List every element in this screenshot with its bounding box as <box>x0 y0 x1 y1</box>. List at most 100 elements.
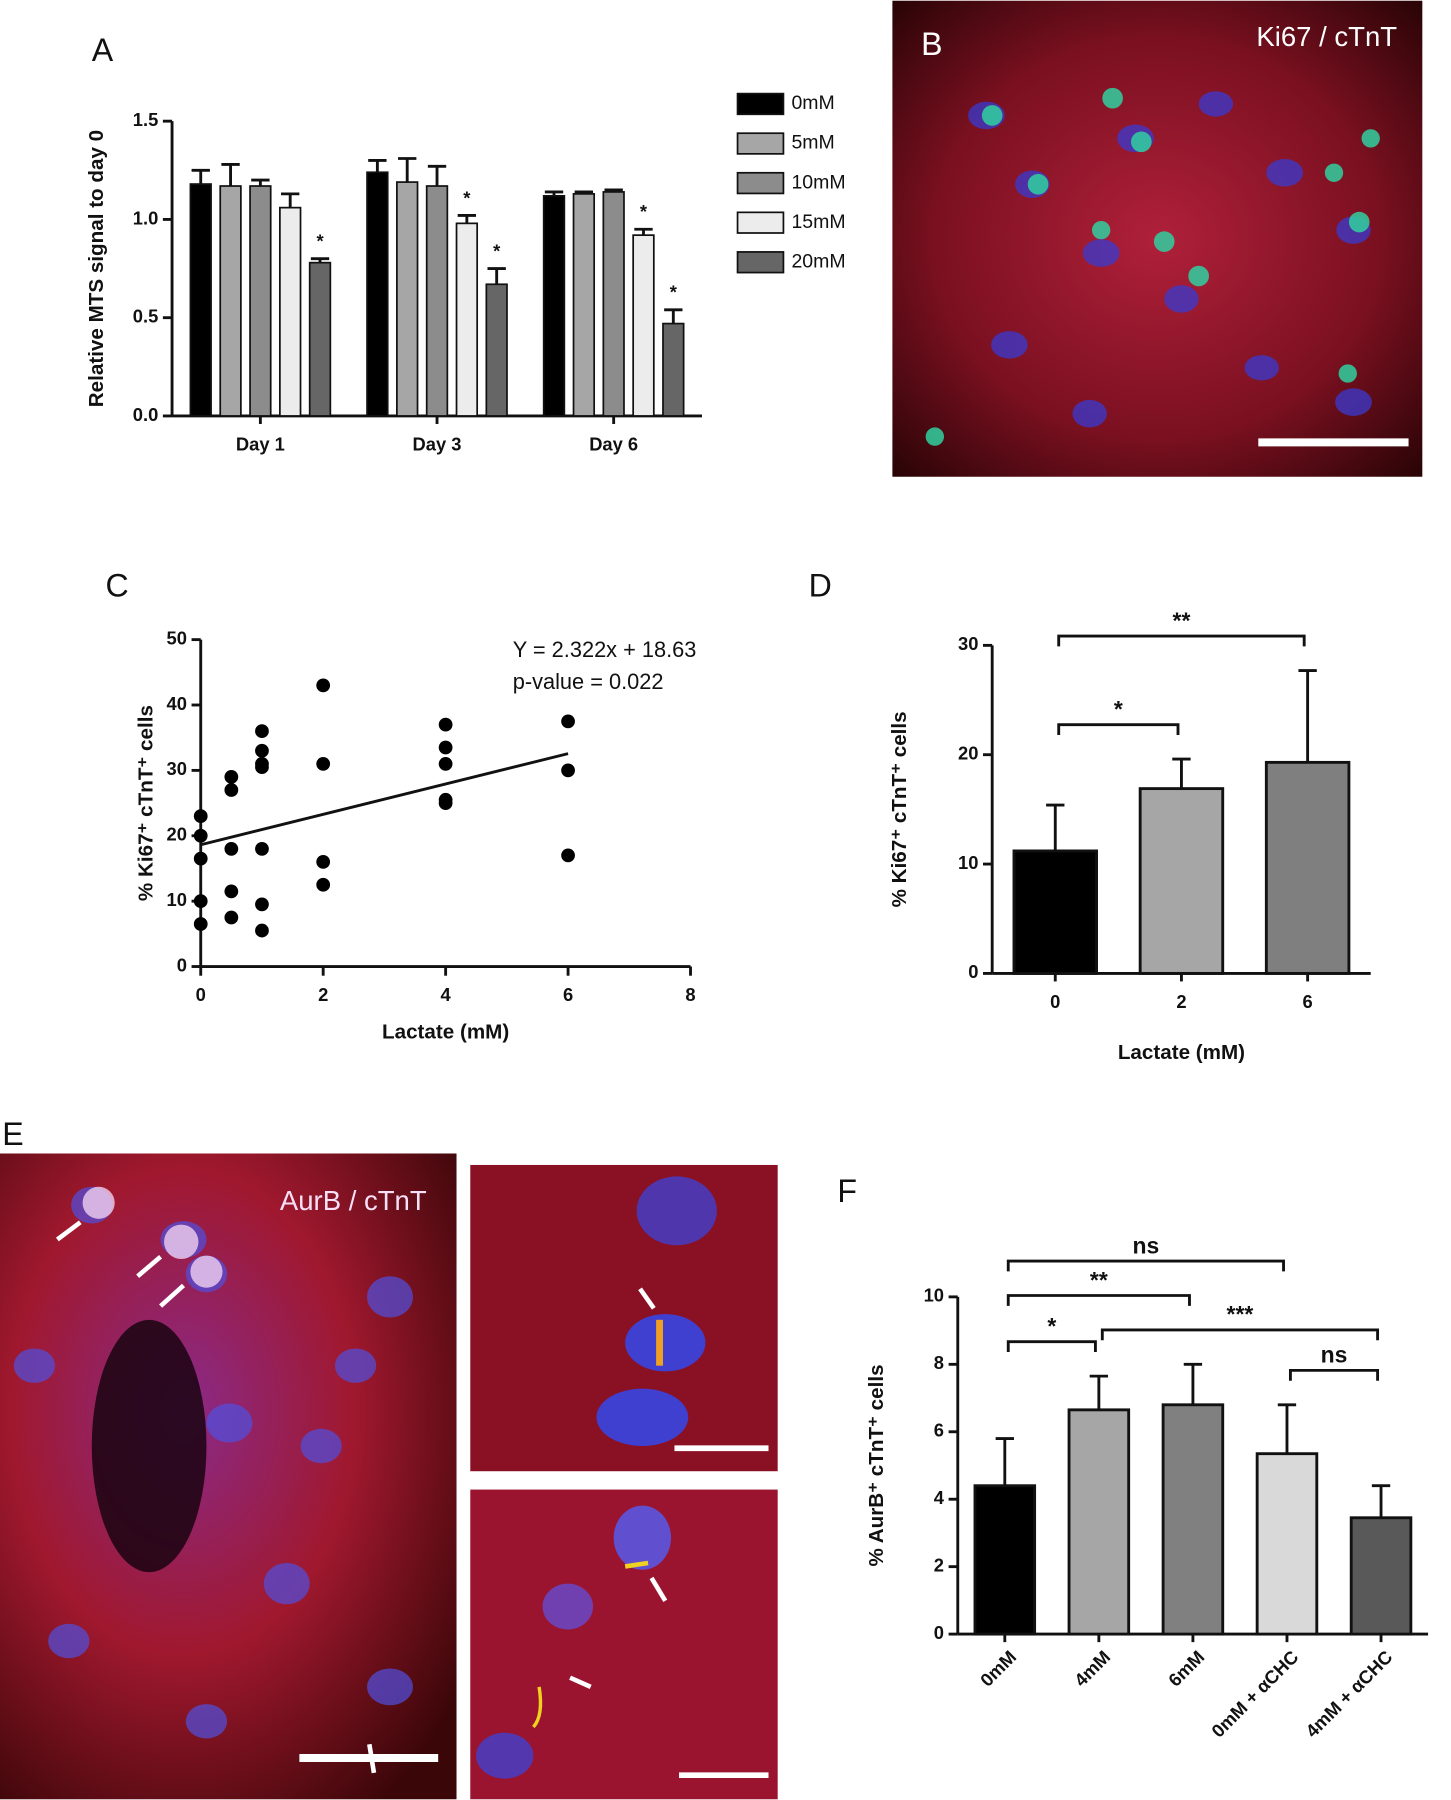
significance-bracket <box>1057 723 1180 735</box>
scatter-point <box>224 910 239 925</box>
chart-panel: F 0 2 4 6 8 10 % AurB⁺ cTnT⁺ cells 0mM 4mM 6mM0mM … <box>837 1173 1429 1741</box>
legend-label: 10mM <box>791 171 845 193</box>
y-tick-label: 50 <box>167 627 187 648</box>
y-tick-label: 4 <box>934 1487 945 1508</box>
legend-swatch <box>736 171 785 195</box>
bar <box>632 234 655 417</box>
y-tick-label: 10 <box>924 1285 944 1306</box>
scatter-point <box>224 884 239 899</box>
legend-swatch <box>736 92 785 116</box>
bar <box>279 206 302 417</box>
significance-bracket <box>1100 1328 1380 1341</box>
scatter-point <box>316 756 331 771</box>
y-tick-label: 0 <box>177 954 187 975</box>
bar <box>485 283 508 417</box>
y-tick-label: 2 <box>934 1555 944 1576</box>
legend-label: 15mM <box>791 211 845 233</box>
y-tick-label: 30 <box>167 758 187 779</box>
y-tick-label: 6 <box>934 1420 944 1441</box>
y-axis-label: % Ki67⁺ cTnT⁺ cells <box>888 711 911 907</box>
y-tick-label: 1.5 <box>133 109 159 130</box>
significance-bracket <box>1006 1340 1097 1353</box>
annotation: p-value = 0.022 <box>513 669 664 694</box>
bar <box>396 181 419 417</box>
bar <box>366 171 389 417</box>
scatter-point <box>193 851 208 866</box>
image-label: AurB / cTnT <box>280 1185 427 1216</box>
bar <box>425 185 449 417</box>
significance-label: * <box>316 231 324 252</box>
legend-swatch <box>736 251 785 274</box>
x-tick-label: 6mM <box>1164 1646 1208 1690</box>
scatter-point <box>224 783 239 797</box>
scatter-point <box>255 743 269 758</box>
x-tick-label: 2 <box>1176 991 1186 1012</box>
y-tick-label: 10 <box>958 852 978 873</box>
x-tick-label: 6 <box>1303 991 1313 1012</box>
bar <box>1067 1408 1131 1636</box>
panel-letter: E <box>2 1116 23 1152</box>
scatter-point <box>316 877 331 892</box>
y-tick-label: 10 <box>167 889 187 910</box>
bar <box>542 194 566 417</box>
scatter-point <box>193 828 208 843</box>
micrograph-b <box>892 0 1423 477</box>
significance-bracket <box>1006 1294 1191 1306</box>
bar <box>1138 787 1225 975</box>
bar <box>219 185 242 417</box>
scatter-point <box>561 763 575 778</box>
y-axis-label: Relative MTS signal to day 0 <box>85 130 108 407</box>
y-tick-label: 20 <box>167 824 187 845</box>
scatter-point <box>255 724 269 739</box>
panel-letter: A <box>92 32 114 68</box>
scatter-point <box>255 760 269 774</box>
significance-bracket <box>1288 1368 1380 1381</box>
significance-label: * <box>463 187 471 208</box>
scatter-point <box>193 809 208 824</box>
panel-letter: B <box>921 26 942 62</box>
legend-label: 5mM <box>791 132 834 154</box>
bracket-label: * <box>1047 1313 1056 1339</box>
scatter-point <box>193 917 208 931</box>
chart-panel: A 0.0 0.5 1.0 1.5 Relative MTS signal to day … <box>85 32 846 455</box>
x-tick-label: 0 <box>1050 991 1060 1012</box>
scatter-point <box>438 740 453 755</box>
scatter-point <box>438 796 453 810</box>
micrograph-e <box>0 1153 778 1800</box>
bracket-label: ns <box>1321 1342 1348 1368</box>
bar <box>308 261 332 417</box>
x-tick-label: 4mM + αCHC <box>1301 1646 1396 1741</box>
y-tick-label: 8 <box>934 1352 944 1373</box>
significance-bracket <box>1057 634 1306 647</box>
trend-line <box>200 752 569 847</box>
scatter-point <box>438 717 453 732</box>
legend-label: 20mM <box>791 250 845 272</box>
y-tick-label: 0 <box>968 961 978 982</box>
x-tick-label: Day 1 <box>236 434 285 455</box>
panel-letter: D <box>809 567 832 603</box>
x-tick-label: 4mM <box>1070 1646 1114 1690</box>
bar <box>1255 1452 1319 1636</box>
scatter-point <box>316 678 331 693</box>
x-tick-label: 2 <box>318 984 328 1005</box>
scatter-point <box>561 714 575 729</box>
scatter-point <box>255 923 269 938</box>
bar <box>189 183 212 417</box>
bar <box>572 193 596 417</box>
bracket-label: ** <box>1090 1267 1108 1293</box>
y-tick-label: 20 <box>958 743 978 764</box>
x-tick-label: 0mM + αCHC <box>1207 1646 1302 1741</box>
bar <box>1012 849 1098 975</box>
y-axis-label: % AurB⁺ cTnT⁺ cells <box>865 1364 888 1566</box>
scatter-point <box>255 841 269 856</box>
y-tick-label: 0.5 <box>133 306 159 327</box>
scatter-point <box>316 855 331 869</box>
y-tick-label: 30 <box>958 633 978 654</box>
panel-letter: C <box>106 567 129 603</box>
scatter-point <box>193 894 208 909</box>
bar <box>602 191 625 417</box>
x-tick-label: 0mM <box>976 1646 1020 1690</box>
significance-bracket <box>1006 1259 1285 1272</box>
